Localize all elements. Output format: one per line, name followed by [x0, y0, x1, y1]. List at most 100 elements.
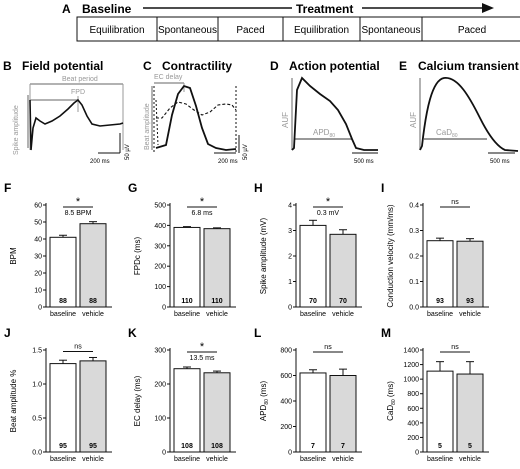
y-tick-label: 3 — [288, 228, 292, 235]
bar-vehicle — [329, 233, 357, 308]
cad-label-main: CaD — [436, 128, 452, 137]
y-tick-label: 0.0 — [409, 305, 419, 312]
panel-b-field-potential: B Field potential Beat period FPD Spike … — [3, 59, 131, 165]
y-tick-label: 200 — [280, 424, 292, 431]
amp-scale-label-b: 50 µV — [125, 144, 131, 160]
y-axis-label: Spike amplitude (mV) — [259, 217, 268, 294]
n-label: 70 — [339, 298, 347, 305]
y-tick-label: 1 — [288, 279, 292, 286]
n-label: 93 — [436, 298, 444, 305]
y-tick-label: 20 — [34, 271, 42, 278]
panel-label: K — [128, 326, 137, 340]
auf-label-e: AUF — [409, 112, 418, 128]
contractility-trace — [155, 84, 237, 151]
bar-chart-panel-l: L APD80 (ms) 0 200 400 600 800 7 baseline 7 vehicl… — [254, 326, 362, 463]
bar-baseline — [173, 226, 201, 308]
significance-label: ns — [74, 343, 82, 350]
y-tick-label: 0.5 — [32, 416, 42, 423]
protocol-step-box — [217, 16, 284, 42]
significance-label: * — [200, 341, 205, 353]
y-tick-label: 400 — [407, 420, 419, 427]
beat-period-label: Beat period — [62, 76, 98, 83]
y-tick-label: 0.1 — [409, 279, 419, 286]
y-tick-label: 200 — [407, 435, 419, 442]
apd-label-main: APD — [313, 128, 330, 137]
protocol-step-label: Equilibration — [89, 25, 144, 36]
protocol-step-label: Paced — [236, 25, 264, 36]
difference-label: 13.5 ms — [190, 355, 215, 362]
y-axis-label: APD80 (ms) — [259, 381, 270, 422]
n-label: 108 — [181, 443, 193, 450]
y-tick-label: 40 — [34, 237, 42, 244]
calcium-transient-title: Calcium transient — [418, 59, 519, 73]
panel-label-e: E — [399, 59, 407, 73]
y-tick-label: 400 — [280, 399, 292, 406]
n-label: 5 — [468, 443, 472, 450]
protocol-step-label: Paced — [458, 25, 486, 36]
y-tick-label: 1400 — [403, 348, 419, 355]
amp-scale-label-c: 50 µV — [243, 144, 249, 160]
y-axis-label: Beat amplitude % — [9, 370, 18, 433]
y-tick-label: 600 — [407, 406, 419, 413]
ec-delay-label: EC delay — [154, 74, 183, 81]
time-scale-label-e: 500 ms — [490, 159, 510, 165]
x-category-label: baseline — [174, 456, 200, 463]
cad-label-sub: 80 — [452, 133, 458, 139]
y-tick-label: 1200 — [403, 362, 419, 369]
y-tick-label: 0 — [288, 450, 292, 457]
y-tick-label: 1.0 — [32, 382, 42, 389]
panel-label-d: D — [270, 59, 279, 73]
y-tick-label: 4 — [288, 203, 292, 210]
difference-label: 0.3 mV — [317, 210, 340, 217]
beat-amplitude-label: Beat amplitude — [144, 103, 151, 150]
bar-vehicle — [203, 372, 231, 453]
n-label: 93 — [466, 298, 474, 305]
x-category-label: baseline — [300, 311, 326, 318]
bar-vehicle — [329, 375, 357, 453]
panel-label: M — [381, 326, 391, 340]
panel-c-contractility: C Contractility EC delay Beat amplitude … — [143, 59, 249, 165]
y-tick-label: 1000 — [403, 377, 419, 384]
y-axis-label-main: CaD — [386, 405, 395, 421]
difference-label: 6.8 ms — [191, 210, 213, 217]
y-tick-label: 0 — [415, 450, 419, 457]
bar-chart-panel-h: H Spike amplitude (mV) 0 1 2 3 4 70 baseline 70 ve… — [254, 181, 362, 318]
difference-label: 8.5 BPM — [65, 210, 92, 217]
panel-label: H — [254, 181, 263, 195]
n-label: 70 — [309, 298, 317, 305]
y-tick-label: 1.5 — [32, 348, 42, 355]
y-tick-label: 2 — [288, 254, 292, 261]
auf-label-d: AUF — [281, 112, 290, 128]
y-tick-label: 300 — [154, 243, 166, 250]
apd-label: APD80 — [313, 128, 335, 139]
x-category-label: baseline — [174, 311, 200, 318]
n-label: 88 — [59, 298, 67, 305]
bar-vehicle — [79, 223, 107, 308]
spike-amplitude-label: Spike amplitude — [13, 105, 20, 155]
x-category-label: baseline — [427, 311, 453, 318]
protocol-step-label: Spontaneous — [158, 25, 217, 36]
panel-label: F — [4, 181, 11, 195]
action-potential-title: Action potential — [289, 59, 380, 73]
protocol-step-label: Equilibration — [294, 25, 349, 36]
y-axis-label: FPDc (ms) — [133, 237, 142, 276]
y-tick-label: 100 — [154, 284, 166, 291]
bar-vehicle — [456, 240, 484, 308]
y-tick-label: 600 — [280, 373, 292, 380]
x-category-label: vehicle — [332, 311, 354, 318]
panel-label: L — [254, 326, 261, 340]
bar-baseline — [173, 368, 201, 453]
y-tick-label: 0.4 — [409, 203, 419, 210]
cad-label: CaD80 — [436, 128, 458, 139]
baseline-label: Baseline — [82, 2, 132, 16]
y-tick-label: 300 — [154, 348, 166, 355]
bar-baseline — [426, 370, 454, 453]
n-label: 7 — [311, 443, 315, 450]
y-tick-label: 0 — [38, 305, 42, 312]
panel-label-c: C — [143, 59, 152, 73]
protocol-step-box — [421, 16, 520, 42]
x-category-label: vehicle — [459, 311, 481, 318]
y-axis-label: EC delay (ms) — [133, 375, 142, 426]
panel-a-protocol: A Baseline Treatment Equilibration Sponta… — [62, 2, 520, 42]
